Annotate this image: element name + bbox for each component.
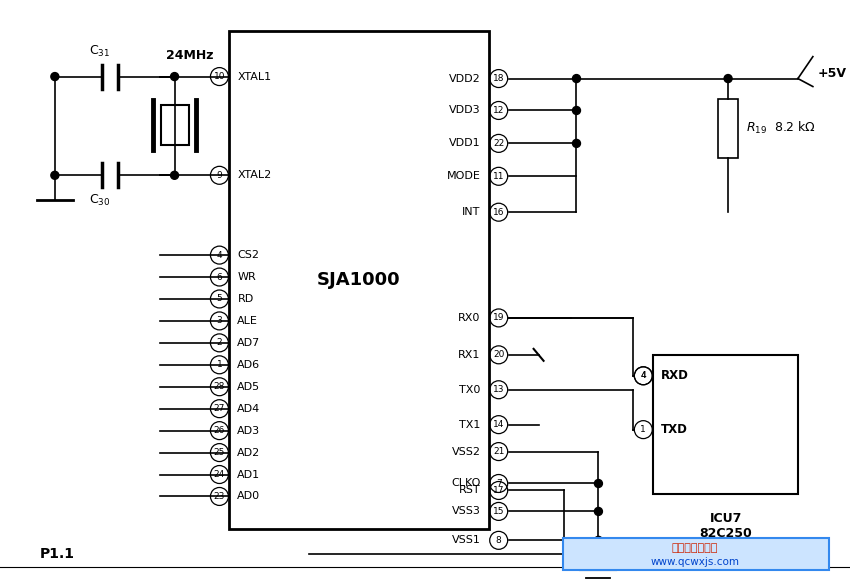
Text: 12: 12: [493, 106, 504, 115]
Text: TX1: TX1: [459, 420, 481, 430]
Text: 23: 23: [214, 492, 225, 501]
Text: www.qcwxjs.com: www.qcwxjs.com: [651, 558, 740, 567]
Text: RST: RST: [459, 485, 481, 495]
Text: VSS3: VSS3: [452, 506, 481, 516]
Text: +5V: +5V: [818, 67, 847, 80]
Text: 17: 17: [493, 486, 504, 495]
Bar: [160, 105, 188, 146]
Text: AD1: AD1: [238, 470, 261, 480]
Text: XTAL2: XTAL2: [238, 171, 272, 180]
Text: 4: 4: [641, 371, 646, 380]
Circle shape: [595, 508, 602, 516]
Text: VSS2: VSS2: [452, 446, 481, 456]
Circle shape: [595, 537, 602, 544]
Text: 25: 25: [214, 448, 225, 457]
Text: 24MHz: 24MHz: [166, 49, 213, 62]
Text: P1.1: P1.1: [40, 547, 75, 561]
FancyBboxPatch shape: [562, 538, 829, 570]
Text: VDD2: VDD2: [449, 73, 481, 84]
Text: 20: 20: [493, 350, 504, 359]
Circle shape: [573, 107, 580, 115]
Circle shape: [170, 73, 179, 80]
Text: RX1: RX1: [458, 350, 481, 360]
Text: TXD: TXD: [661, 423, 688, 436]
Text: CS2: CS2: [238, 250, 259, 260]
Text: CLKO: CLKO: [452, 478, 481, 488]
Text: 2: 2: [216, 338, 222, 347]
Text: AD3: AD3: [238, 425, 261, 436]
Text: 14: 14: [493, 420, 504, 429]
Text: RXD: RXD: [661, 369, 689, 382]
Text: AD4: AD4: [238, 404, 261, 414]
Text: 3: 3: [216, 317, 222, 325]
Circle shape: [573, 140, 580, 147]
Text: AD0: AD0: [238, 491, 261, 502]
Text: MODE: MODE: [446, 171, 481, 182]
Text: 21: 21: [493, 447, 504, 456]
Text: SJA1000: SJA1000: [317, 271, 401, 289]
Text: 1: 1: [216, 360, 222, 370]
Text: TX0: TX0: [459, 385, 481, 395]
Text: AD7: AD7: [238, 338, 261, 348]
Text: 15: 15: [493, 507, 504, 516]
Text: 4: 4: [216, 251, 222, 260]
Text: VDD3: VDD3: [449, 105, 481, 115]
Text: C$_{31}$: C$_{31}$: [89, 44, 110, 59]
Text: 24: 24: [214, 470, 225, 479]
Text: 27: 27: [214, 404, 225, 413]
Text: AD5: AD5: [238, 382, 261, 392]
Text: 1: 1: [641, 425, 646, 434]
Text: AD2: AD2: [238, 448, 261, 457]
Text: 16: 16: [493, 208, 504, 217]
Text: 8: 8: [496, 536, 502, 545]
Text: 4: 4: [641, 371, 646, 380]
Bar: [718, 98, 738, 158]
Text: ICU7
82C250: ICU7 82C250: [699, 512, 752, 541]
Text: 22: 22: [493, 139, 504, 148]
Text: ALE: ALE: [238, 316, 258, 326]
Text: WR: WR: [238, 272, 256, 282]
Text: RD: RD: [238, 294, 254, 304]
Text: 19: 19: [493, 314, 504, 322]
Text: 汽车维修技术网: 汽车维修技术网: [672, 544, 718, 553]
Circle shape: [51, 171, 59, 179]
Text: VSS1: VSS1: [452, 535, 481, 545]
Text: 11: 11: [493, 172, 504, 181]
Circle shape: [51, 73, 59, 80]
Bar: [653, 355, 798, 495]
Text: 7: 7: [496, 479, 502, 488]
Text: 5: 5: [216, 294, 222, 303]
Text: 6: 6: [216, 272, 222, 282]
Text: 13: 13: [493, 385, 504, 394]
Circle shape: [573, 74, 580, 83]
Text: INT: INT: [463, 207, 481, 217]
Text: 18: 18: [493, 74, 504, 83]
Text: RX0: RX0: [458, 313, 481, 323]
Text: 28: 28: [214, 382, 225, 391]
Circle shape: [595, 480, 602, 488]
Text: C$_{30}$: C$_{30}$: [89, 193, 111, 208]
Text: VDD1: VDD1: [449, 139, 481, 148]
Bar: [229, 31, 489, 530]
Circle shape: [170, 171, 179, 179]
Text: 26: 26: [214, 426, 225, 435]
Text: AD6: AD6: [238, 360, 261, 370]
Text: XTAL1: XTAL1: [238, 72, 272, 81]
Text: 10: 10: [214, 72, 225, 81]
Text: $R_{19}$  8.2 k$\Omega$: $R_{19}$ 8.2 k$\Omega$: [746, 120, 815, 136]
Text: 9: 9: [216, 171, 222, 180]
Circle shape: [724, 74, 732, 83]
